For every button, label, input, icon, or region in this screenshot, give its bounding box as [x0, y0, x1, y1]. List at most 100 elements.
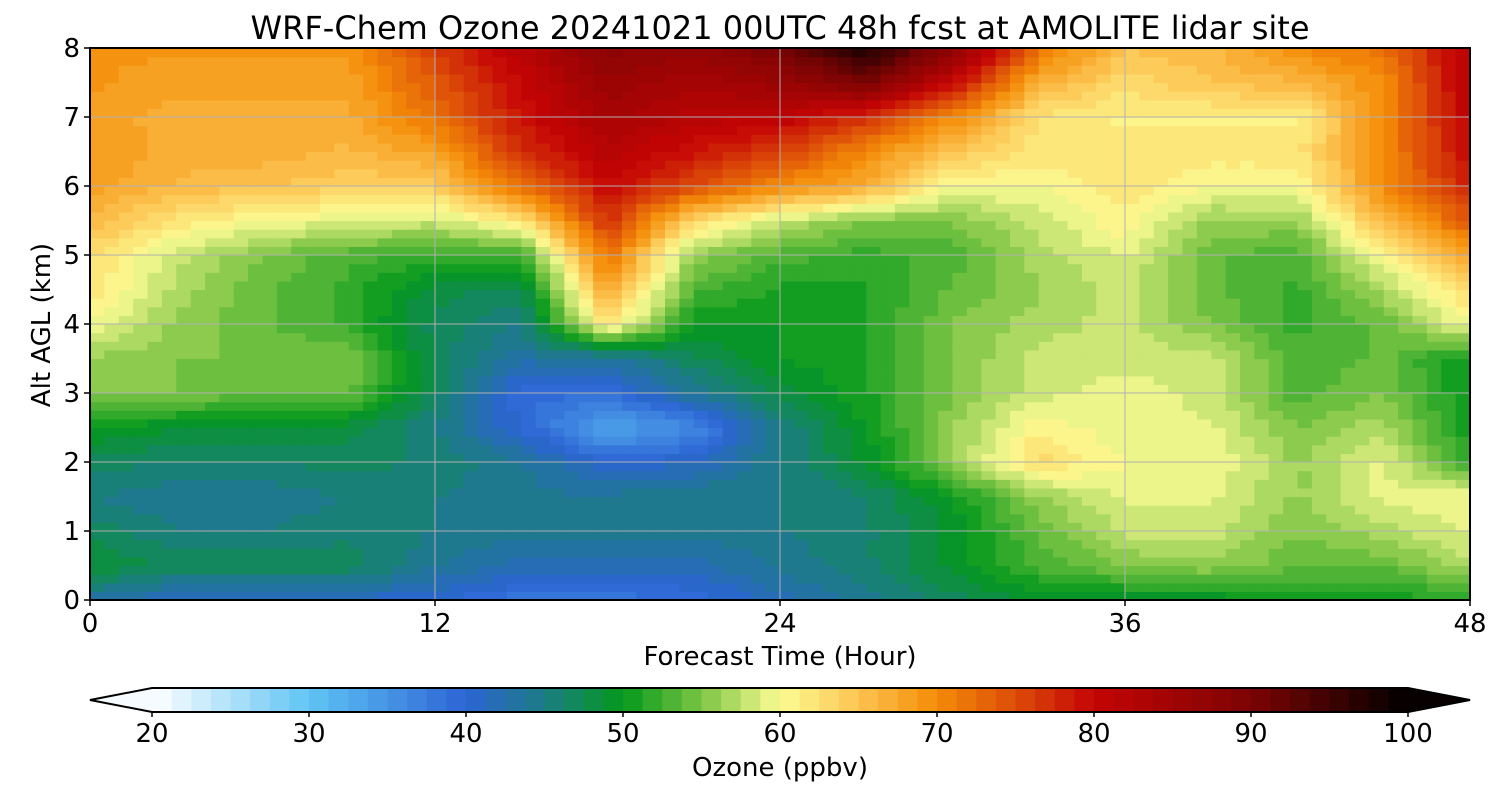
heatmap-cell [1441, 436, 1457, 446]
heatmap-cell [909, 237, 925, 247]
heatmap-cell [1383, 548, 1399, 558]
heatmap-cell [765, 246, 781, 256]
heatmap-cell [420, 462, 436, 472]
heatmap-cell [478, 496, 494, 506]
heatmap-cell [650, 436, 666, 446]
heatmap-cell [1311, 177, 1327, 187]
heatmap-cell [147, 591, 163, 601]
heatmap-cell [104, 358, 120, 368]
heatmap-cell [463, 160, 479, 170]
heatmap-cell [708, 263, 724, 273]
heatmap-cell [1067, 358, 1083, 368]
heatmap-cell [276, 160, 292, 170]
heatmap-cell [650, 574, 666, 584]
heatmap-cell [406, 548, 422, 558]
heatmap-cell [233, 556, 249, 567]
heatmap-cell [506, 186, 522, 196]
heatmap-cell [679, 298, 695, 308]
heatmap-cell [1110, 341, 1126, 351]
heatmap-cell [736, 246, 752, 256]
heatmap-cell [377, 203, 393, 213]
heatmap-cell [1182, 315, 1198, 325]
heatmap-cell [966, 168, 982, 178]
heatmap-cell [1067, 177, 1083, 187]
heatmap-cell [1139, 574, 1155, 584]
heatmap-cell [176, 496, 192, 506]
heatmap-cell [1225, 522, 1241, 532]
heatmap-cell [1225, 246, 1241, 256]
heatmap-cell [1225, 298, 1241, 308]
heatmap-cell [981, 229, 997, 239]
heatmap-cell [1053, 289, 1069, 299]
heatmap-cell [880, 556, 896, 567]
heatmap-cell [176, 332, 192, 342]
heatmap-cell [866, 211, 882, 222]
heatmap-cell [866, 479, 882, 489]
heatmap-cell [564, 487, 580, 498]
heatmap-cell [449, 298, 465, 308]
heatmap-cell [895, 263, 910, 273]
heatmap-cell [1369, 384, 1385, 394]
heatmap-cell [866, 263, 882, 273]
heatmap-cell [1340, 255, 1356, 265]
heatmap-cell [1398, 556, 1414, 567]
heatmap-cell [161, 332, 177, 342]
heatmap-cell [837, 427, 853, 437]
heatmap-cell [463, 410, 479, 420]
heatmap-cell [291, 375, 307, 385]
heatmap-cell [1153, 401, 1169, 411]
heatmap-cell [866, 341, 882, 351]
heatmap-cell [1398, 505, 1414, 515]
heatmap-cell [190, 410, 206, 420]
heatmap-cell [938, 203, 954, 213]
heatmap-cell [248, 539, 264, 549]
heatmap-cell [952, 496, 968, 506]
heatmap-cell [90, 211, 105, 222]
heatmap-cell [478, 349, 494, 360]
heatmap-cell [1139, 582, 1155, 592]
heatmap-cell [478, 186, 494, 196]
heatmap-cell [1426, 203, 1442, 213]
heatmap-cell [449, 427, 465, 437]
heatmap-cell [521, 280, 537, 291]
heatmap-cell [880, 565, 896, 575]
heatmap-cell [1139, 410, 1155, 420]
heatmap-cell [751, 289, 767, 299]
heatmap-cell [1398, 272, 1414, 282]
heatmap-cell [535, 565, 551, 575]
heatmap-cell [1053, 160, 1069, 170]
heatmap-cell [1153, 255, 1169, 265]
heatmap-cell [391, 487, 407, 498]
heatmap-cell [506, 574, 522, 584]
heatmap-cell [219, 211, 235, 222]
heatmap-cell [449, 375, 465, 385]
heatmap-cell [1096, 462, 1112, 472]
heatmap-cell [506, 341, 522, 351]
heatmap-cell [1383, 263, 1399, 273]
heatmap-cell [334, 246, 350, 256]
heatmap-cell [1010, 479, 1025, 489]
heatmap-cell [751, 565, 767, 575]
heatmap-cell [895, 496, 910, 506]
heatmap-cell [363, 565, 379, 575]
heatmap-cell [118, 401, 134, 411]
heatmap-cell [291, 410, 307, 420]
heatmap-cell [334, 470, 350, 480]
heatmap-cell [176, 315, 192, 325]
heatmap-cell [1369, 453, 1385, 463]
heatmap-cell [348, 280, 364, 291]
heatmap-cell [1053, 565, 1069, 575]
heatmap-cell [1240, 410, 1255, 420]
heatmap-cell [535, 393, 551, 403]
heatmap-cell [808, 539, 824, 549]
heatmap-cell [248, 565, 264, 575]
heatmap-cell [1139, 203, 1155, 213]
heatmap-cell [506, 151, 522, 161]
heatmap-cell [1211, 306, 1227, 316]
heatmap-cell [923, 211, 939, 222]
heatmap-cell [348, 418, 364, 429]
heatmap-cell [262, 522, 278, 532]
heatmap-cell [1182, 522, 1198, 532]
heatmap-cell [1383, 151, 1399, 161]
heatmap-cell [1340, 479, 1356, 489]
